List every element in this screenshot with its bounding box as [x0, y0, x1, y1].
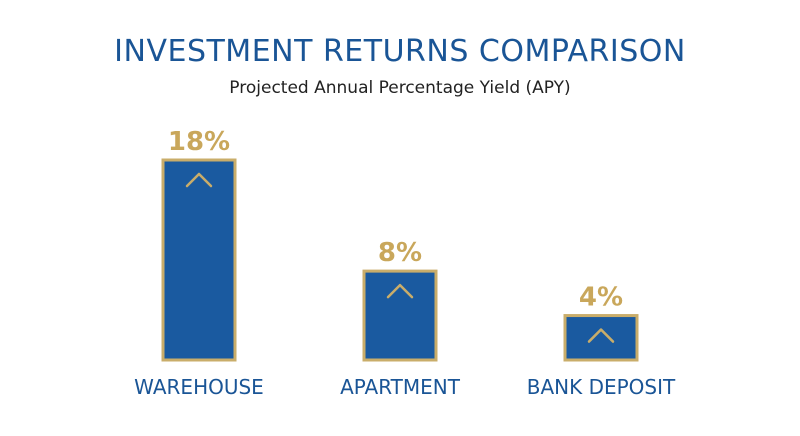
category-label-apartment: APARTMENT [340, 375, 461, 399]
value-label-bank-deposit: 4% [579, 283, 623, 313]
value-label-warehouse: 18% [168, 127, 230, 157]
value-label-apartment: 8% [378, 238, 422, 268]
bar-warehouse [163, 160, 235, 360]
bar-group-apartment: 8% APARTMENT [340, 238, 461, 399]
bar-group-bank-deposit: 4% BANK DEPOSIT [527, 283, 676, 399]
category-label-bank-deposit: BANK DEPOSIT [527, 375, 676, 399]
bar-group-warehouse: 18% WAREHOUSE [134, 127, 264, 399]
bar-bank-deposit [565, 316, 637, 360]
category-label-warehouse: WAREHOUSE [134, 375, 264, 399]
